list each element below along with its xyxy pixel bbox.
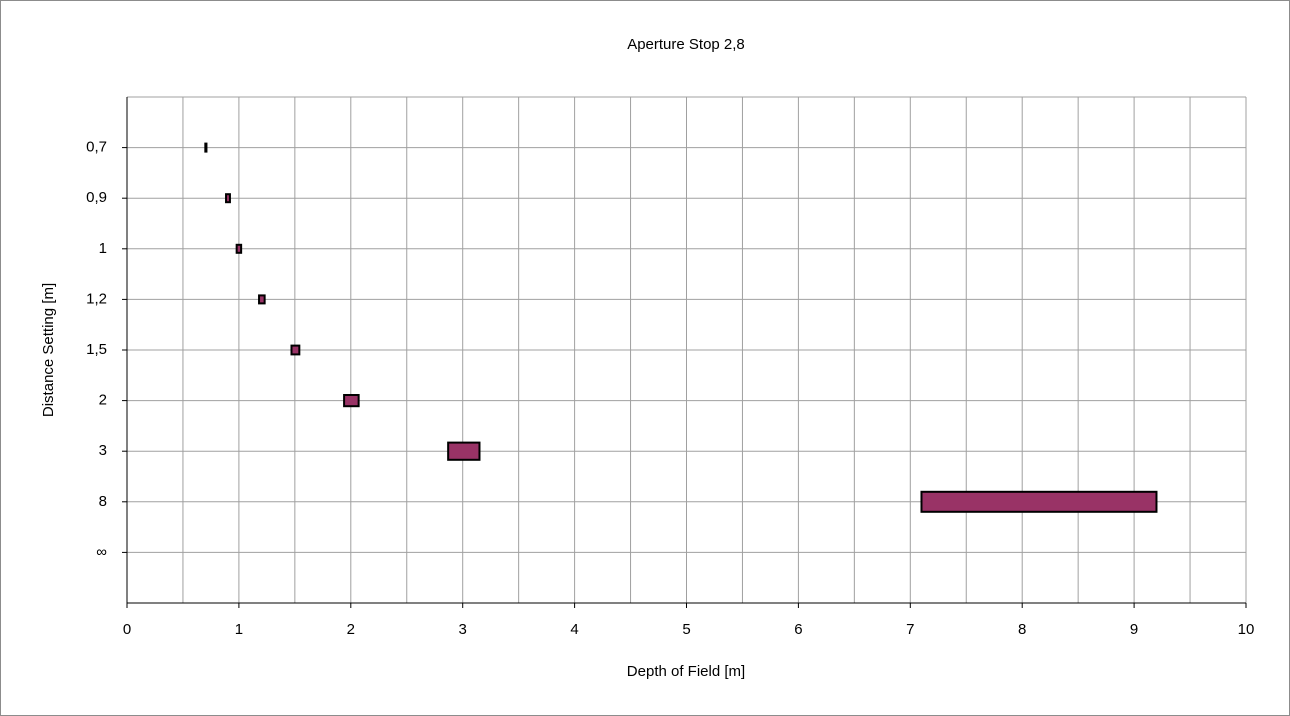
y-tick-label: 2: [99, 392, 107, 409]
y-tick-label: 1,5: [86, 341, 107, 358]
bar: [225, 193, 231, 204]
bar: [343, 394, 360, 408]
bar: [235, 243, 243, 254]
bar: [920, 490, 1158, 513]
y-tick-label: 1,2: [86, 290, 107, 307]
y-tick-label: 0,7: [86, 139, 107, 156]
y-tick-label: 0,9: [86, 189, 107, 206]
x-tick-label: 9: [1130, 621, 1138, 638]
chart-title: Aperture Stop 2,8: [627, 36, 745, 53]
x-tick-label: 3: [459, 621, 467, 638]
y-tick-label: 1: [99, 240, 107, 257]
y-axis-label: Distance Setting [m]: [40, 283, 57, 417]
x-tick-label: 4: [570, 621, 578, 638]
x-tick-label: 0: [123, 621, 131, 638]
x-tick-label: 1: [235, 621, 243, 638]
y-tick-label: 3: [99, 442, 107, 459]
y-tick-label: ∞: [96, 543, 107, 560]
x-tick-label: 6: [794, 621, 802, 638]
y-tick-label: 8: [99, 493, 107, 510]
bar: [447, 441, 481, 461]
x-tick-label: 7: [906, 621, 914, 638]
bar: [204, 142, 208, 153]
x-tick-label: 8: [1018, 621, 1026, 638]
x-tick-label: 2: [347, 621, 355, 638]
x-tick-label: 10: [1238, 621, 1255, 638]
bar: [258, 294, 266, 305]
x-tick-label: 5: [682, 621, 690, 638]
bar: [290, 344, 301, 356]
x-axis-label: Depth of Field [m]: [627, 663, 745, 680]
